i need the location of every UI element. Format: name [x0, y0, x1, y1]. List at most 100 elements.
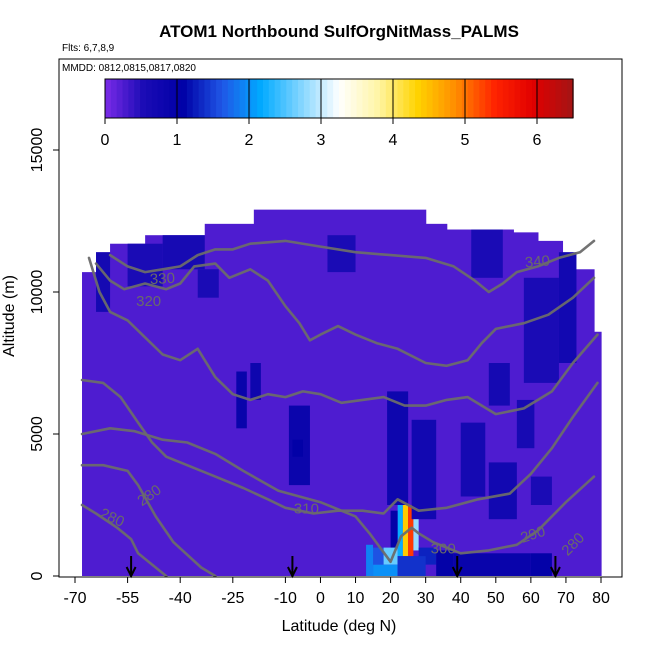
- colorbar-tick-label: 0: [101, 132, 110, 149]
- field-column-1: [96, 252, 111, 577]
- colorbar-swatch: [409, 79, 416, 118]
- colorbar-tick-label: 4: [389, 132, 398, 149]
- x-tick-label: 80: [592, 590, 610, 607]
- colorbar-swatch: [298, 79, 305, 118]
- field-patch-8: [436, 550, 454, 576]
- colorbar-swatch: [216, 79, 223, 118]
- colorbar-swatch: [561, 79, 568, 118]
- contour-280: [80, 503, 168, 577]
- x-tick-label: 70: [557, 590, 575, 607]
- field-patch-3: [413, 507, 419, 551]
- field-patch-1: [402, 505, 409, 557]
- field-patch-15: [411, 419, 437, 520]
- colorbar-swatch: [222, 79, 229, 118]
- colorbar-swatch: [491, 79, 498, 118]
- x-tick-label: 20: [382, 590, 400, 607]
- field-patch-14: [387, 391, 409, 505]
- colorbar-swatch: [268, 79, 276, 118]
- contour-label-5: 290: [518, 523, 547, 547]
- colorbar-swatch: [321, 79, 328, 118]
- colorbar-swatch: [502, 79, 510, 118]
- field-column-3: [145, 235, 206, 576]
- colorbar-swatch: [532, 79, 539, 118]
- field-patch-11: [366, 544, 374, 576]
- colorbar-swatch: [274, 79, 282, 118]
- colorbar-swatch: [128, 79, 135, 118]
- field-patch-25: [127, 243, 163, 287]
- colorbar-swatch: [397, 79, 405, 118]
- colorbar-swatch: [251, 79, 258, 118]
- colorbar-swatch: [567, 79, 574, 118]
- colorbar-swatch: [280, 79, 288, 118]
- chart-title: ATOM1 Northbound SulfOrgNitMass_PALMS: [159, 22, 519, 41]
- x-tick-label: 60: [522, 590, 540, 607]
- colorbar-swatch: [262, 79, 270, 118]
- field-column-10: [562, 252, 574, 577]
- field-patch-9: [453, 553, 531, 576]
- colorbar-swatch: [426, 79, 434, 118]
- field-patch-10: [530, 553, 552, 576]
- colorbar-swatch: [286, 79, 293, 118]
- colorbar-swatch: [444, 79, 451, 118]
- colorbar-swatch: [368, 79, 375, 118]
- field-patch-2: [408, 505, 414, 557]
- x-tick-label: -40: [169, 590, 192, 607]
- colorbar-swatch: [233, 79, 241, 118]
- y-tick-label: 10000: [29, 270, 46, 315]
- colorbar-swatch: [210, 79, 217, 118]
- colorbar-swatch: [309, 79, 317, 118]
- field-patch-29: [471, 229, 503, 278]
- field-patch-4: [390, 510, 398, 551]
- x-tick-label: 0: [316, 590, 325, 607]
- field-column-12: [593, 331, 602, 576]
- x-axis-label: Latitude (deg N): [282, 618, 397, 635]
- colorbar-swatch: [420, 79, 428, 118]
- field-patch-17: [292, 439, 303, 457]
- field-patch-22: [488, 363, 510, 406]
- colorbar-swatch: [450, 79, 457, 118]
- contour-label-4: 300: [431, 540, 456, 557]
- colorbar-swatch: [479, 79, 486, 118]
- colorbar-tick-label: 3: [317, 132, 326, 149]
- field-patch-23: [523, 277, 559, 383]
- x-tick-label: -55: [116, 590, 139, 607]
- colorbar-frame: [104, 78, 574, 119]
- field-patch-31: [516, 399, 535, 449]
- flight-marker-2: [451, 556, 463, 579]
- flight-marker-head: [125, 566, 137, 579]
- y-tick-label: 0: [29, 571, 46, 580]
- contour-label-2: 340: [524, 252, 550, 271]
- x-tick-label: -10: [274, 590, 297, 607]
- colorbar-swatch: [239, 79, 247, 118]
- colorbar-swatch: [350, 79, 358, 118]
- colorbar-swatch: [157, 79, 165, 118]
- colorbar-swatch: [438, 79, 445, 118]
- colorbar-swatch: [379, 79, 387, 118]
- colorbar-swatch: [514, 79, 522, 118]
- chart-subtitle-flights: Flts: 6,7,8,9: [62, 43, 115, 54]
- x-tick-label: 50: [487, 590, 505, 607]
- field-patch-32: [530, 476, 552, 505]
- colorbar-swatch: [520, 79, 527, 118]
- colorbar-swatch: [163, 79, 171, 118]
- colorbar-tick-label: 2: [245, 132, 254, 149]
- colorbar-swatch: [362, 79, 369, 118]
- contour-340: [108, 239, 596, 294]
- y-tick-label: 5000: [29, 416, 46, 452]
- colorbar-swatch: [140, 79, 147, 118]
- field-patch-12: [373, 564, 398, 576]
- contour-290: [80, 463, 217, 577]
- colorbar-swatch: [432, 79, 440, 118]
- contour-300: [80, 427, 596, 564]
- colorbar-swatch: [385, 79, 393, 118]
- colorbar-swatch: [315, 79, 323, 118]
- contour-label-3: 310: [294, 501, 319, 518]
- field-patch-24: [558, 252, 577, 363]
- colorbar-swatch: [134, 79, 141, 118]
- x-tick-label: 10: [347, 590, 365, 607]
- y-axis-label: Altitude (m): [1, 275, 18, 357]
- field-patch-18: [460, 422, 486, 497]
- colorbar-swatch: [105, 79, 112, 118]
- contour-310: [80, 378, 599, 515]
- contour-320: [87, 256, 599, 416]
